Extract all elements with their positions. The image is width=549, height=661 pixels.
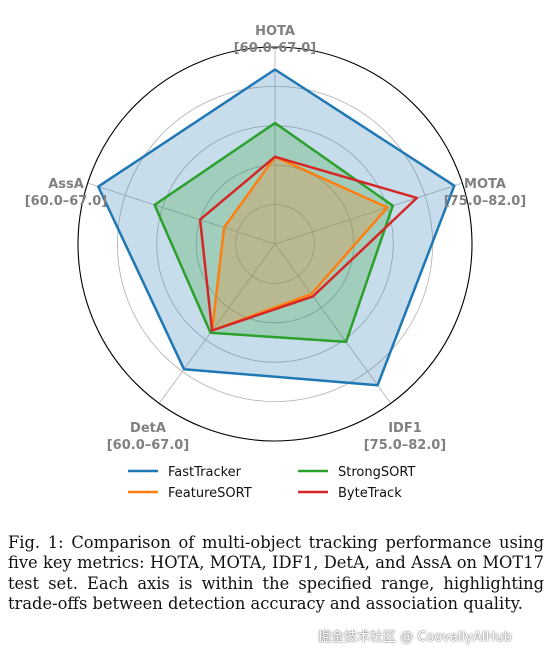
axis-label-assa: AssA: [48, 177, 84, 192]
axis-range-deta: [60.0–67.0]: [107, 438, 190, 453]
axis-range-assa: [60.0–67.0]: [25, 194, 108, 209]
legend-label-fasttracker: FastTracker: [168, 465, 242, 480]
series-fasttracker: [97, 68, 456, 387]
axis-range-hota: [60.0–67.0]: [234, 41, 317, 56]
figure-caption: Fig. 1: Comparison of multi-object track…: [8, 533, 544, 614]
legend-label-bytetrack: ByteTrack: [338, 486, 402, 501]
axis-label-mota: MOTA: [464, 177, 506, 192]
series-bytetrack: [198, 155, 419, 332]
axis-range-mota: [75.0–82.0]: [444, 194, 527, 209]
radar-chart: HOTA [60.0–67.0] MOTA [75.0–82.0] IDF1 [75.0–…: [25, 24, 527, 501]
outer-frame-circle: [77, 46, 473, 442]
watermark: 掘金技术社区 @ CoovallyAIHub: [318, 630, 512, 645]
grid-spoke-mota: [274, 182, 463, 245]
series-strongsort: [153, 121, 395, 344]
axis-label-hota: HOTA: [255, 24, 295, 39]
axis-labels: HOTA [60.0–67.0] MOTA [75.0–82.0] IDF1 [75.0–…: [25, 24, 527, 453]
axis-label-idf1: IDF1: [388, 421, 422, 436]
grid-spoke-idf1: [274, 243, 392, 404]
legend-label-strongsort: StrongSORT: [338, 465, 415, 480]
radar-series: [97, 68, 456, 387]
series-featuresort: [210, 155, 389, 332]
axis-label-deta: DetA: [130, 421, 166, 436]
axis-range-idf1: [75.0–82.0]: [364, 438, 447, 453]
grid-spoke-assa: [87, 182, 276, 245]
legend: FastTracker StrongSORT FeatureSORT ByteTrac…: [128, 465, 415, 501]
legend-label-featuresort: FeatureSORT: [168, 486, 252, 501]
grid-spoke-deta: [158, 243, 276, 404]
